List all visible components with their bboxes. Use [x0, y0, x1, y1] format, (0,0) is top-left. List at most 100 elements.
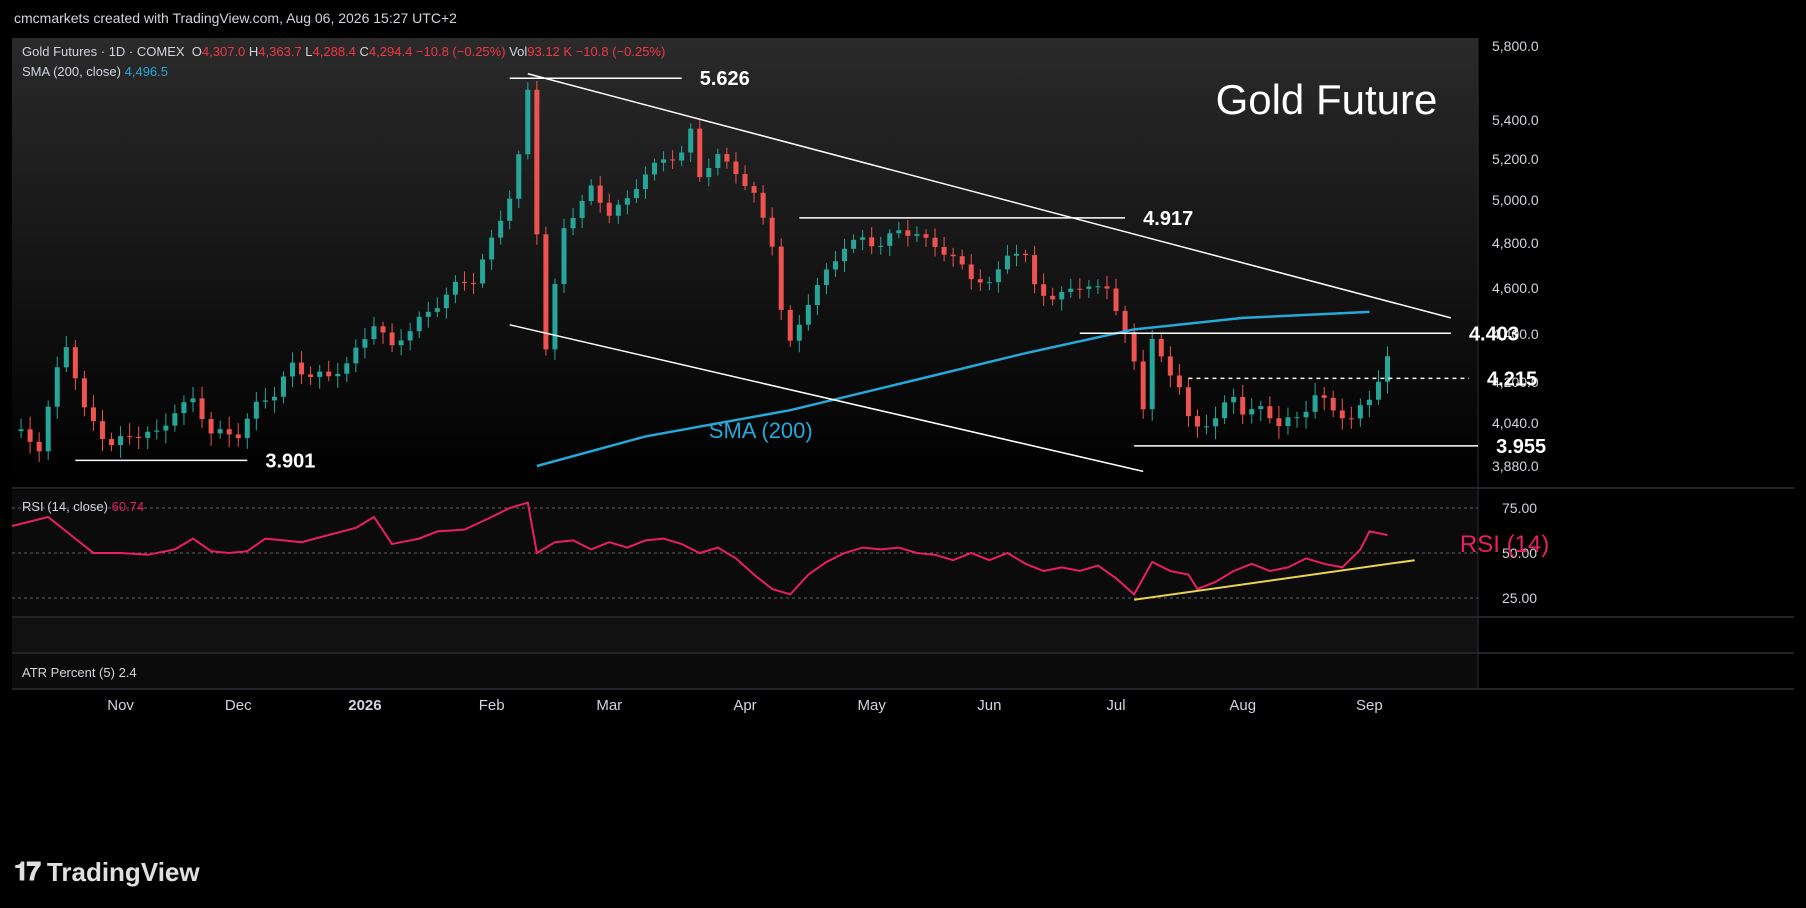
level-5626-label: 5.626: [700, 68, 750, 90]
level-3901-label: 3.901: [265, 450, 315, 472]
candle-body: [670, 159, 676, 161]
candle-body: [760, 192, 766, 218]
candle-body: [244, 418, 250, 439]
candle-body: [905, 230, 911, 236]
date-tick-label: Nov: [107, 697, 134, 714]
candle-body: [1194, 416, 1200, 427]
level-4403-label: 4.403: [1469, 323, 1519, 345]
candle-body: [63, 347, 69, 368]
candle-body: [1357, 405, 1363, 419]
brand-name: TradingView: [46, 856, 200, 887]
candle-body: [136, 436, 142, 438]
candle-body: [923, 234, 929, 238]
candle-body: [154, 430, 160, 432]
candle-body: [823, 269, 829, 286]
candle-body: [543, 234, 549, 350]
candle-body: [371, 326, 377, 340]
candle-body: [425, 311, 431, 317]
candle-body: [1059, 291, 1065, 300]
candle-body: [715, 154, 721, 169]
candle-body: [226, 429, 232, 435]
candle-body: [724, 154, 730, 162]
candle-body: [407, 331, 413, 341]
candle-body: [1032, 255, 1038, 285]
date-tick-label: Aug: [1229, 697, 1256, 714]
candle-body: [443, 294, 449, 309]
chart-frame[interactable]: 5,800.0 5,400.0 5,200.0 5,000.0 4,800.0 4,600…: [12, 38, 1794, 832]
date-tick-label: Mar: [596, 697, 622, 714]
chart-svg[interactable]: 5,800.0 5,400.0 5,200.0 5,000.0 4,800.0 4,600…: [12, 38, 1794, 832]
candle-body: [860, 237, 866, 240]
price-tick-label: 4,400.0: [1492, 326, 1539, 342]
candle-body: [688, 128, 694, 153]
rsi-label: RSI (14, close): [22, 499, 108, 514]
low-value: 4,288.4: [312, 44, 356, 59]
level-3955-label: 3.955: [1496, 436, 1546, 458]
candle-body: [362, 339, 368, 348]
sma-legend[interactable]: SMA (200, close) 4,496.5: [22, 64, 168, 79]
candle-body: [1366, 399, 1372, 406]
price-tick-label: 4,600.0: [1492, 280, 1539, 296]
candle-body: [217, 429, 223, 434]
rsi-tick-label: 75.00: [1502, 500, 1537, 516]
candle-body: [271, 396, 277, 401]
tradingview-brand[interactable]: 𝟏𝟕 TradingView: [14, 856, 200, 888]
date-tick-label: May: [858, 697, 887, 714]
candle-body: [597, 185, 603, 203]
candle-body: [1023, 253, 1029, 256]
candle-body: [1204, 426, 1210, 428]
rsi-tick-label: 50.00: [1502, 545, 1537, 561]
tradingview-logo: 𝟏𝟕: [14, 856, 41, 886]
candle-body: [1348, 418, 1354, 420]
candle-body: [72, 347, 78, 379]
symbol-label[interactable]: Gold Futures · 1D · COMEX: [22, 44, 185, 59]
rsi-legend[interactable]: RSI (14, close) 60.74: [22, 499, 144, 514]
atr-value: 2.4: [118, 665, 137, 680]
open-label: O: [191, 44, 202, 59]
candle-body: [452, 281, 458, 295]
candle-body: [507, 198, 513, 221]
candle-body: [1050, 295, 1056, 300]
candle-body: [588, 185, 594, 201]
price-tick-label: 5,200.0: [1492, 151, 1539, 167]
candle-body: [1231, 396, 1237, 403]
candle-body: [190, 398, 196, 403]
trendline: [509, 324, 1144, 473]
price-tick-label: 5,400.0: [1492, 112, 1539, 128]
candle-body: [471, 282, 477, 284]
sma200-line: [536, 310, 1370, 468]
price-tick-label: 4,800.0: [1492, 235, 1539, 251]
close-label: C: [359, 44, 369, 59]
atr-legend[interactable]: ATR Percent (5) 2.4: [22, 665, 137, 680]
candle-body: [1375, 381, 1381, 400]
candle-body: [1312, 395, 1318, 412]
candle-body: [796, 324, 802, 341]
high-label: H: [248, 44, 259, 59]
price-tick-label: 4,040.0: [1492, 415, 1539, 431]
candle-body: [27, 429, 33, 442]
candle-body: [1249, 409, 1255, 415]
date-tick-label: Apr: [733, 697, 756, 714]
rsi-value: 60.74: [111, 499, 145, 514]
candle-body: [769, 217, 775, 247]
date-tick-label: Sep: [1356, 697, 1383, 714]
candle-body: [742, 174, 748, 187]
date-tick-label: Feb: [479, 697, 505, 714]
change-value: −10.8 (−0.25%): [415, 44, 506, 59]
candle-body: [127, 436, 133, 438]
candle-body: [299, 362, 305, 375]
candle-body: [1303, 411, 1309, 418]
candle-body: [1267, 406, 1273, 419]
candle-body: [642, 174, 648, 190]
candle-body: [986, 282, 992, 284]
candle-body: [416, 316, 422, 332]
candle-body: [90, 407, 96, 422]
candle-body: [1294, 417, 1300, 419]
candle-body: [525, 89, 531, 155]
candle-body: [235, 434, 241, 439]
candle-body: [932, 237, 938, 248]
candle-body: [561, 228, 567, 285]
candle-body: [36, 441, 42, 452]
candle-body: [145, 431, 151, 438]
candle-body: [1176, 375, 1182, 388]
